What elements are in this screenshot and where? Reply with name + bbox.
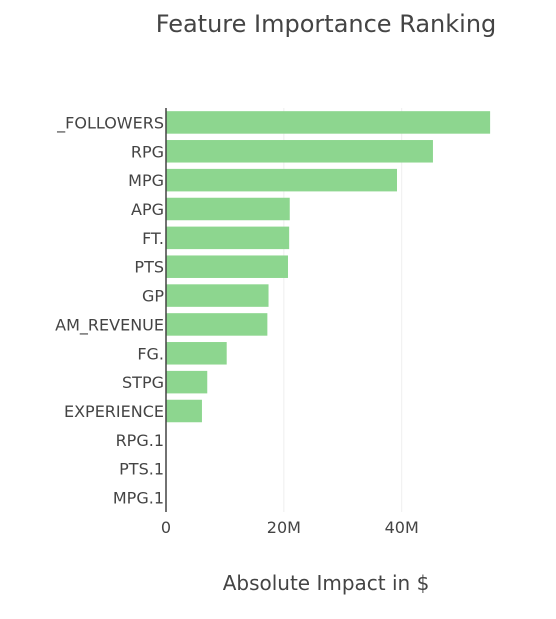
y-tick-label: AM_REVENUE [55,315,164,335]
x-tick-label: 20M [267,518,301,537]
bar-stpg [166,371,207,394]
bar-ft [166,227,289,250]
bar-fg [166,342,227,365]
y-tick-label: _FOLLOWERS [56,113,164,133]
y-tick-label: FT. [142,229,164,248]
chart-title: Feature Importance Ranking [156,10,497,38]
y-tick-label: PTS [134,258,164,277]
gridlines [284,108,402,512]
bar-am-revenue [166,313,267,336]
y-tick-label: EXPERIENCE [64,402,164,421]
y-tick-label: GP [142,287,164,306]
x-tick-label: 0 [161,518,171,537]
x-tick-label: 40M [385,518,419,537]
y-tick-label: APG [131,200,164,219]
y-tick-label: STPG [122,373,164,392]
y-tick-label: MPG.1 [113,489,164,508]
y-tick-label: PTS.1 [119,460,164,479]
bar-rpg [166,140,433,163]
y-tick-label: RPG [131,142,164,161]
y-tick-label: FG. [137,344,164,363]
bar-followers [166,111,490,134]
bar-pts [166,255,288,278]
y-tick-label: RPG.1 [116,431,164,450]
y-tick-label: MPG [128,171,164,190]
bars [166,111,490,422]
bar-apg [166,198,290,221]
x-axis-title: Absolute Impact in $ [223,571,430,595]
bar-gp [166,284,269,307]
bar-experience [166,400,202,423]
bar-mpg [166,169,397,192]
